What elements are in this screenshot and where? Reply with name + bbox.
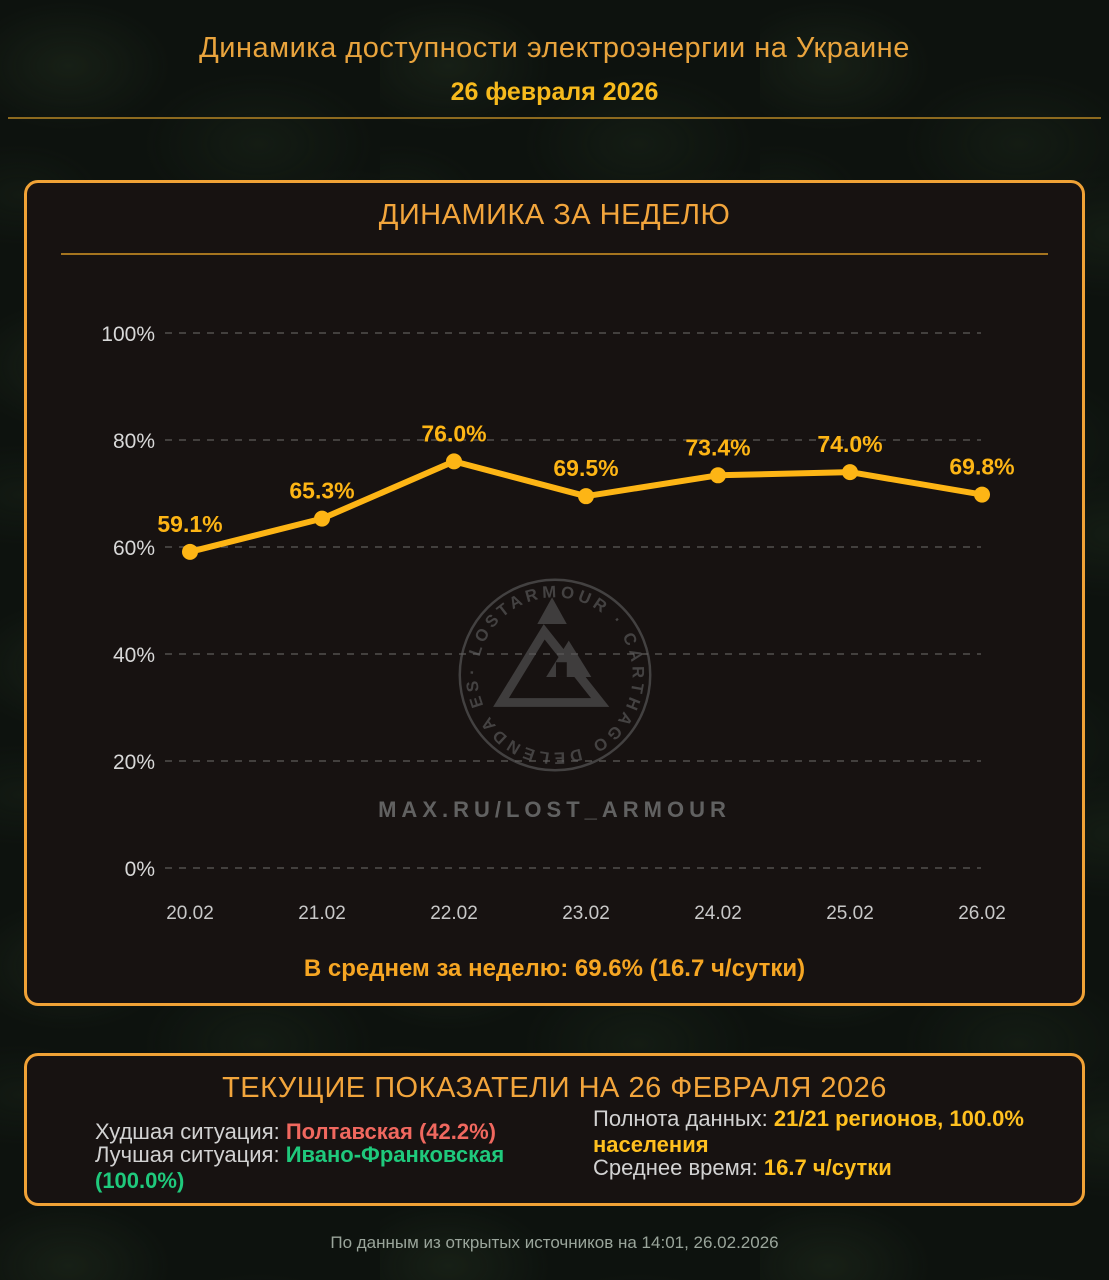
- data-point-label: 59.1%: [157, 511, 222, 537]
- completeness-row: Полнота данных: 21/21 регионов, 100.0% н…: [593, 1106, 1062, 1158]
- y-tick-label: 100%: [101, 323, 155, 346]
- y-tick-label: 0%: [125, 858, 155, 881]
- header-divider: [8, 117, 1101, 119]
- best-situation-value: Ивано-Франковская (100.0%): [95, 1142, 505, 1193]
- avg-time-label: Среднее время:: [593, 1155, 758, 1180]
- x-tick-label: 21.02: [298, 903, 346, 924]
- completeness-value: 21/21 регионов, 100.0% населения: [593, 1106, 1024, 1157]
- data-point: [842, 464, 858, 481]
- current-panel: ТЕКУЩИЕ ПОКАЗАТЕЛИ НА 26 ФЕВРАЛЯ 2026 Ху…: [24, 1053, 1085, 1206]
- y-tick-label: 80%: [113, 430, 155, 453]
- worst-situation-row: Худшая ситуация: Полтавская (42.2%): [95, 1119, 593, 1145]
- data-point-label: 65.3%: [289, 478, 354, 504]
- best-situation-row: Лучшая ситуация: Ивано-Франковская (100.…: [95, 1142, 593, 1194]
- data-point: [314, 510, 330, 527]
- x-tick-label: 24.02: [694, 903, 742, 924]
- x-tick-label: 25.02: [826, 903, 874, 924]
- page-title: Динамика доступности электроэнергии на У…: [199, 32, 910, 64]
- data-point-label: 74.0%: [817, 431, 882, 457]
- y-tick-label: 20%: [113, 751, 155, 774]
- x-tick-label: 22.02: [430, 903, 478, 924]
- data-point: [578, 488, 594, 505]
- data-point-label: 69.8%: [949, 454, 1014, 480]
- data-point-label: 69.5%: [553, 455, 618, 481]
- week-panel-divider: [61, 253, 1048, 255]
- y-tick-label: 40%: [113, 644, 155, 667]
- worst-situation-value: Полтавская (42.2%): [285, 1119, 496, 1144]
- current-panel-title: ТЕКУЩИЕ ПОКАЗАТЕЛИ НА 26 ФЕВРАЛЯ 2026: [222, 1072, 887, 1104]
- data-point-label: 73.4%: [685, 434, 750, 460]
- weekly-average-text: В среднем за неделю: 69.6% (16.7 ч/сутки…: [303, 955, 806, 982]
- avg-time-row: Среднее время: 16.7 ч/сутки: [593, 1155, 1062, 1181]
- data-point-label: 76.0%: [421, 420, 486, 446]
- best-situation-label: Лучшая ситуация:: [95, 1142, 280, 1167]
- worst-situation-label: Худшая ситуация:: [95, 1119, 280, 1144]
- week-line-chart: 100% 80% 60% 40% 20% 0% 20.02 21.02 22.02 23.02 24…: [101, 323, 1014, 924]
- x-tick-label: 26.02: [958, 903, 1006, 924]
- y-tick-label: 60%: [113, 537, 155, 560]
- data-point: [182, 543, 198, 560]
- data-point: [710, 467, 726, 484]
- data-point: [974, 486, 990, 503]
- completeness-label: Полнота данных:: [593, 1106, 768, 1131]
- x-tick-label: 20.02: [166, 903, 214, 924]
- avg-time-value: 16.7 ч/сутки: [763, 1155, 892, 1180]
- week-panel: ДИНАМИКА ЗА НЕДЕЛЮ 100% 80% 60% 40% 20% 0% 20.…: [24, 180, 1085, 1006]
- current-indicators: Худшая ситуация: Полтавская (42.2%) Полн…: [95, 1106, 1062, 1193]
- source-note: По данным из открытых источников на 14:0…: [330, 1233, 779, 1252]
- data-point: [446, 453, 462, 470]
- x-tick-label: 23.02: [562, 903, 610, 924]
- week-panel-title: ДИНАМИКА ЗА НЕДЕЛЮ: [378, 199, 731, 231]
- page-date: 26 февраля 2026: [450, 78, 659, 106]
